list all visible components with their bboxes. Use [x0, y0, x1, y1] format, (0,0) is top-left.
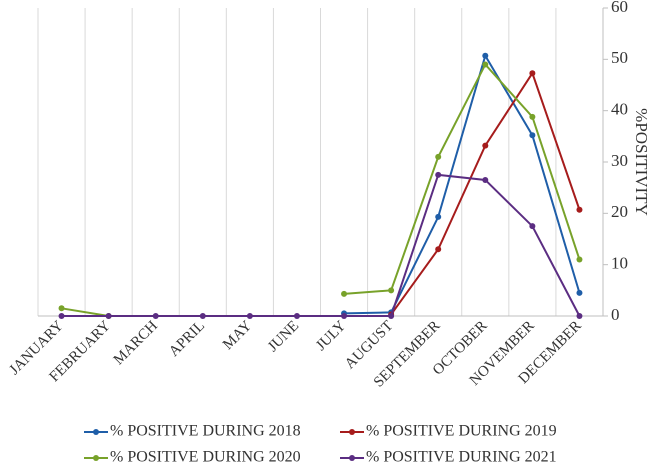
- data-point: [388, 287, 395, 294]
- data-point: [58, 313, 65, 319]
- data-point: [58, 305, 65, 312]
- y-tick-label: 10: [611, 254, 628, 273]
- data-point: [388, 313, 395, 319]
- y-tick-label: 0: [611, 305, 620, 324]
- x-tick-label: MAY: [220, 318, 255, 353]
- data-point: [246, 313, 253, 319]
- y-tick-label: 20: [611, 202, 628, 221]
- series-line: [61, 62, 581, 317]
- legend-label: % POSITIVE DURING 2020: [110, 449, 301, 466]
- data-point: [435, 153, 442, 160]
- data-point: [482, 61, 489, 68]
- legend-marker: [93, 455, 99, 461]
- series-line: [344, 53, 581, 315]
- data-point: [293, 313, 300, 319]
- legend-label: % POSITIVE DURING 2021: [366, 449, 557, 466]
- data-point: [529, 223, 536, 230]
- data-point: [576, 206, 583, 213]
- data-point: [576, 313, 583, 319]
- series-line: [61, 173, 581, 317]
- legend-marker: [349, 455, 355, 461]
- data-point: [482, 176, 489, 183]
- data-point: [341, 313, 348, 319]
- y-tick-label: 30: [611, 151, 628, 170]
- data-point: [576, 289, 583, 296]
- data-point: [482, 52, 489, 59]
- y-tick-label: 50: [611, 48, 628, 67]
- x-tick-label: APRIL: [166, 318, 208, 360]
- legend-label: % POSITIVE DURING 2019: [366, 423, 557, 440]
- x-tick-label: MARCH: [111, 318, 161, 368]
- data-point: [482, 142, 489, 149]
- data-point: [529, 113, 536, 120]
- data-point: [435, 246, 442, 253]
- legend-label: % POSITIVE DURING 2018: [110, 423, 301, 440]
- y-tick-label: 60: [611, 0, 628, 16]
- y-axis-label: %POSITIVITY: [632, 108, 651, 216]
- data-point: [152, 313, 159, 319]
- y-tick-label: 40: [611, 100, 628, 119]
- data-point: [529, 132, 536, 139]
- data-point: [576, 256, 583, 263]
- data-point: [529, 70, 536, 77]
- legend-marker: [349, 429, 355, 435]
- x-tick-label: JUNE: [265, 318, 302, 355]
- data-point: [341, 290, 348, 297]
- data-point: [105, 313, 112, 319]
- data-point: [199, 313, 206, 319]
- series-line: [390, 70, 581, 316]
- legend-marker: [93, 429, 99, 435]
- data-point: [435, 213, 442, 220]
- data-point: [435, 171, 442, 178]
- x-tick-label: JULY: [313, 318, 349, 354]
